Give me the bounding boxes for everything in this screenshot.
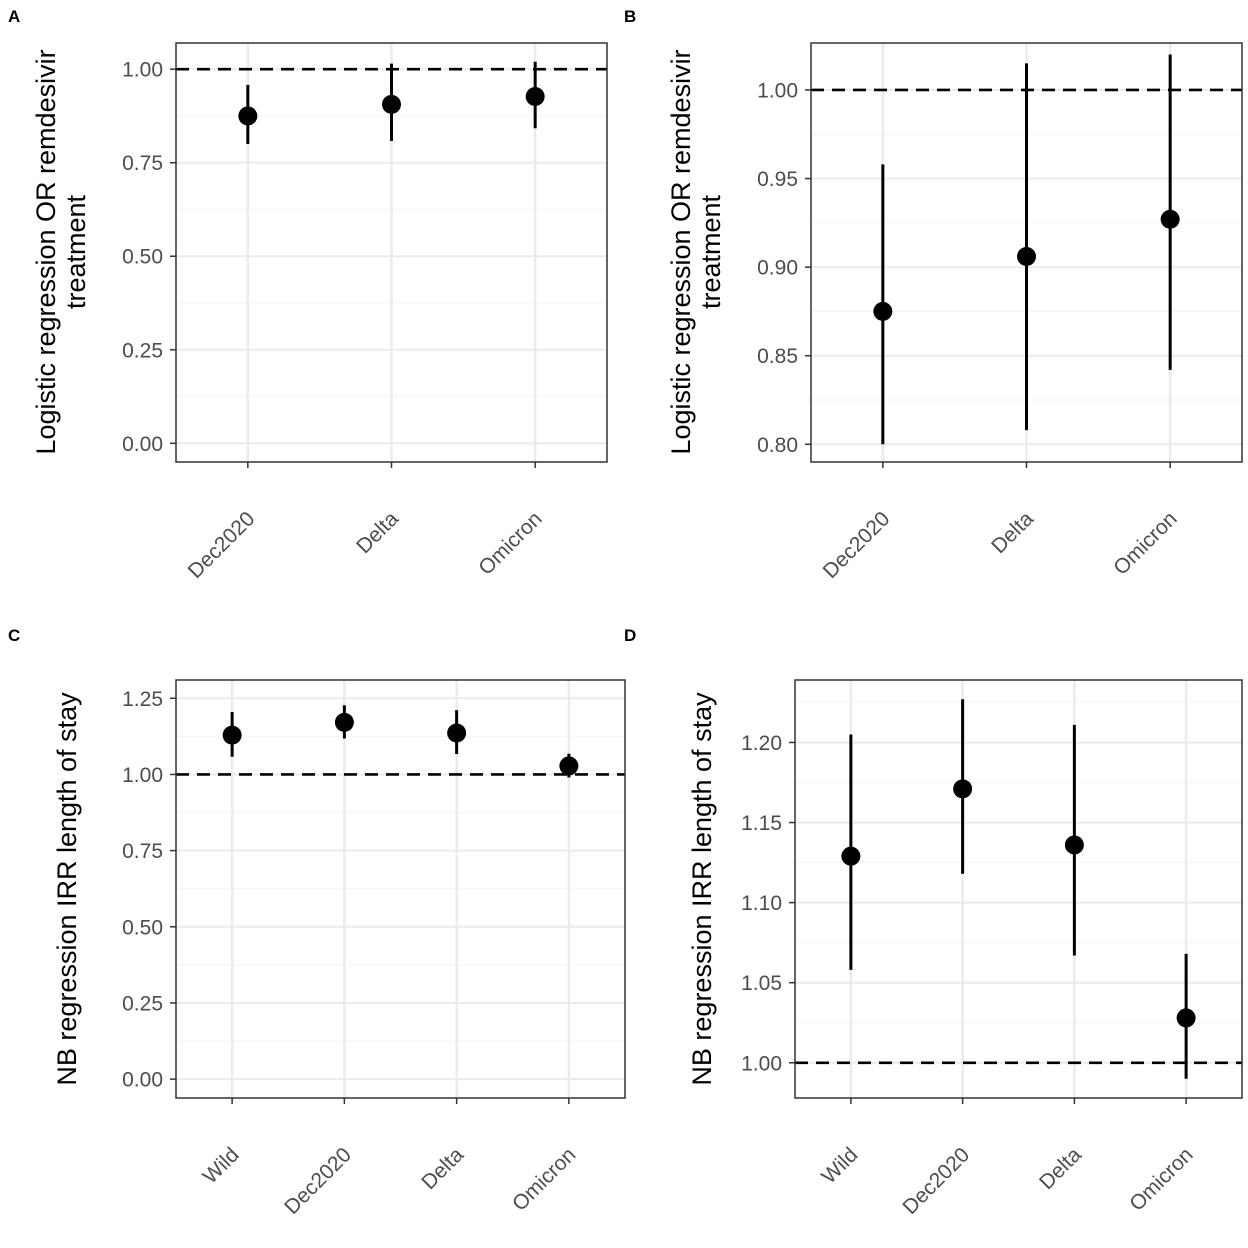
y-tick-label: 1.00 [122,764,163,787]
panel-border [794,679,1243,1099]
x-tick-label: Delta [1035,1143,1086,1194]
x-tick-label: Omicron [474,507,546,579]
point-wild [222,725,242,745]
y-axis-title: Logistic regression OR remdesivirtreatme… [666,49,726,454]
y-tick-label: 0.75 [122,840,163,863]
y-tick-label: 0.00 [122,433,163,456]
point-delta [382,94,401,114]
y-tick-label: 0.90 [757,257,798,280]
y-tick-label: 1.00 [741,1052,782,1075]
y-tick-label: 1.10 [741,892,782,915]
x-tick-label: Dec2020 [819,507,895,583]
y-tick-label: 0.50 [122,916,163,939]
panel-letter: D [624,626,636,645]
y-axis-title: NB regression IRR length of stay [687,692,717,1086]
point-omicron [525,86,545,106]
y-axis-title-line: NB regression IRR length of stay [687,692,717,1086]
y-tick-label: 1.20 [741,732,782,755]
y-tick-label: 0.80 [757,434,798,457]
point-delta [447,723,467,743]
x-tick-label: Wild [817,1143,862,1188]
x-tick-label: Omicron [1109,507,1181,579]
point-delta [1064,835,1084,855]
y-tick-label: 0.25 [122,992,163,1015]
x-tick-label: Delta [417,1143,468,1194]
point-dec2020 [953,779,973,799]
y-tick-label: 0.00 [122,1069,163,1092]
point-omicron [1160,209,1180,229]
y-axis-title: Logistic regression OR remdesivirtreatme… [31,49,91,454]
point-dec2020 [238,106,258,126]
y-axis-title-line: Logistic regression OR remdesivir [666,49,696,454]
panel-a: 0.00 0.25 0.50 0.75 1.00 Dec2020 Delta Omicron L… [8,7,608,583]
y-axis-title-line: Logistic regression OR remdesivir [31,49,61,454]
x-tick-label: Dec2020 [898,1143,974,1219]
y-tick-label: 0.75 [122,152,163,175]
y-axis-title-line: treatment [61,194,91,309]
y-axis-title: NB regression IRR length of stay [52,692,82,1086]
x-tick-label: Omicron [508,1143,580,1215]
point-delta [1017,246,1036,266]
y-tick-label: 0.95 [757,168,798,191]
panel-letter: C [8,626,20,645]
panel-d: 1.00 1.05 1.10 1.15 1.20 Wild Dec2020 Delta Omic… [624,626,1243,1219]
x-tick-label: Delta [987,507,1038,558]
point-wild [841,846,861,866]
y-axis-title-line: NB regression IRR length of stay [52,692,82,1086]
y-tick-label: 0.85 [757,345,798,368]
panel-letter: A [8,7,20,26]
x-tick-label: Omicron [1125,1143,1197,1215]
y-tick-label: 1.05 [741,972,782,995]
panel-border [175,679,626,1099]
panel-background [795,680,1242,1098]
x-tick-label: Dec2020 [280,1143,356,1219]
y-tick-label: 1.00 [757,79,798,102]
y-tick-label: 0.25 [122,339,163,362]
y-tick-label: 0.50 [122,246,163,269]
point-dec2020 [334,712,354,732]
y-axis-title-line: treatment [696,194,726,309]
panel-b: 0.80 0.85 0.90 0.95 1.00 Dec2020 Delta Omicron L… [624,7,1243,583]
x-tick-label: Dec2020 [184,507,260,583]
point-dec2020 [873,301,893,321]
x-tick-label: Wild [199,1143,244,1188]
y-tick-label: 1.00 [122,59,163,82]
point-omicron [559,756,579,776]
y-tick-label: 1.25 [122,688,163,711]
panel-c: 0.00 0.25 0.50 0.75 1.00 1.25 Wild Dec2020 Delta… [8,626,626,1219]
y-tick-label: 1.15 [741,812,782,835]
point-omicron [1176,1008,1196,1028]
x-tick-label: Delta [352,507,403,558]
panel-letter: B [624,7,636,26]
